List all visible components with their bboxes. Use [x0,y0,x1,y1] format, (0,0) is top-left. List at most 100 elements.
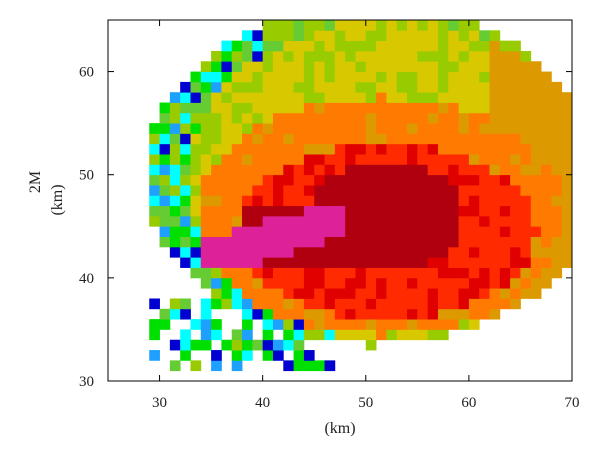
heatmap-cell [211,61,222,72]
heatmap-cell [231,329,243,341]
heatmap-cell [262,236,274,248]
heatmap-cell [499,71,511,83]
heatmap-cell [376,61,387,72]
heatmap-cell [272,215,284,227]
heatmap-cell [489,236,501,248]
heatmap-cell [448,215,459,227]
heatmap-cell [561,236,573,248]
heatmap-cell [334,112,346,124]
heatmap-cell [396,277,408,289]
heatmap-cell [293,40,305,52]
heatmap-cell [386,308,398,320]
heatmap-cell [437,185,449,196]
heatmap-cell [242,112,253,124]
heatmap-cell [314,143,325,155]
heatmap-cell [365,215,377,227]
heatmap-cell [242,164,253,176]
heatmap-cell [221,81,233,93]
heatmap-cell [479,267,490,279]
heatmap-cell [345,154,356,165]
heatmap-cell [386,215,398,227]
heatmap-cell [427,329,439,341]
heatmap-cell [252,215,264,227]
heatmap-cell [417,236,429,248]
heatmap-cell [334,267,346,279]
heatmap-cell [293,30,305,42]
heatmap-cell [149,195,160,207]
heatmap-cell [386,143,398,155]
heatmap-cell [551,257,563,268]
heatmap-cell [407,133,418,145]
heatmap-cell [427,288,439,299]
heatmap-cell [324,50,336,62]
heatmap-cell [437,102,449,114]
heatmap-cell [510,92,521,103]
heatmap-cell [262,308,274,320]
heatmap-cell [437,257,449,268]
heatmap-cell [561,154,573,165]
heatmap-cell [303,71,315,83]
heatmap-cell [293,61,305,72]
heatmap-cell [417,308,429,320]
x-tick-label: 50 [358,395,373,411]
heatmap-cell [211,215,222,227]
heatmap-cell [376,143,387,155]
heatmap-cell [293,246,305,258]
heatmap-cell [324,205,336,217]
heatmap-cell [345,81,356,93]
heatmap-cell [510,215,521,227]
heatmap-cell [458,102,470,114]
heatmap-cell [231,61,243,72]
heatmap-cell [396,40,408,52]
heatmap-cell [345,329,356,341]
heatmap-cell [561,102,573,114]
heatmap-cell [396,246,408,258]
heatmap-cell [468,102,480,114]
heatmap-cell [468,92,480,103]
heatmap-cell [200,102,212,114]
heatmap-cell [334,226,346,237]
heatmap-cell [427,30,439,42]
heatmap-cell [458,319,470,330]
heatmap-cell [510,205,521,217]
heatmap-cell [355,226,367,237]
heatmap-cell [386,154,398,165]
heatmap-cell [407,40,418,52]
heatmap-cell [530,257,542,268]
heatmap-cell [211,123,222,134]
heatmap-cell [468,185,480,196]
heatmap-cell [510,267,521,279]
heatmap-cell [396,102,408,114]
heatmap-cell [211,112,222,124]
heatmap-cell [200,205,212,217]
heatmap-cell [365,61,377,72]
heatmap-cell [180,133,191,145]
heatmap-cell [190,71,202,83]
heatmap-cell [489,298,501,310]
heatmap-cell [448,92,459,103]
heatmap-cell [417,92,429,103]
heatmap-cell [293,112,305,124]
heatmap-cell [510,195,521,207]
heatmap-cell [231,205,243,217]
heatmap-cell [386,71,398,83]
heatmap-cell [303,226,315,237]
heatmap-cell [314,205,325,217]
heatmap-cell [293,174,305,186]
heatmap-cell [293,360,305,372]
heatmap-cell [355,319,367,330]
heatmap-cell [499,81,511,93]
heatmap-cell [169,143,181,155]
heatmap-cell [499,205,511,217]
heatmap-cell [314,133,325,145]
heatmap-cell [334,236,346,248]
heatmap-cell [272,61,284,72]
heatmap-cell [149,133,160,145]
heatmap-cell [458,246,470,258]
heatmap-cell [437,123,449,134]
heatmap-cell [386,319,398,330]
heatmap-cell [149,154,160,165]
heatmap-cell [355,267,367,279]
heatmap-cell [499,236,511,248]
heatmap-cell [211,154,222,165]
